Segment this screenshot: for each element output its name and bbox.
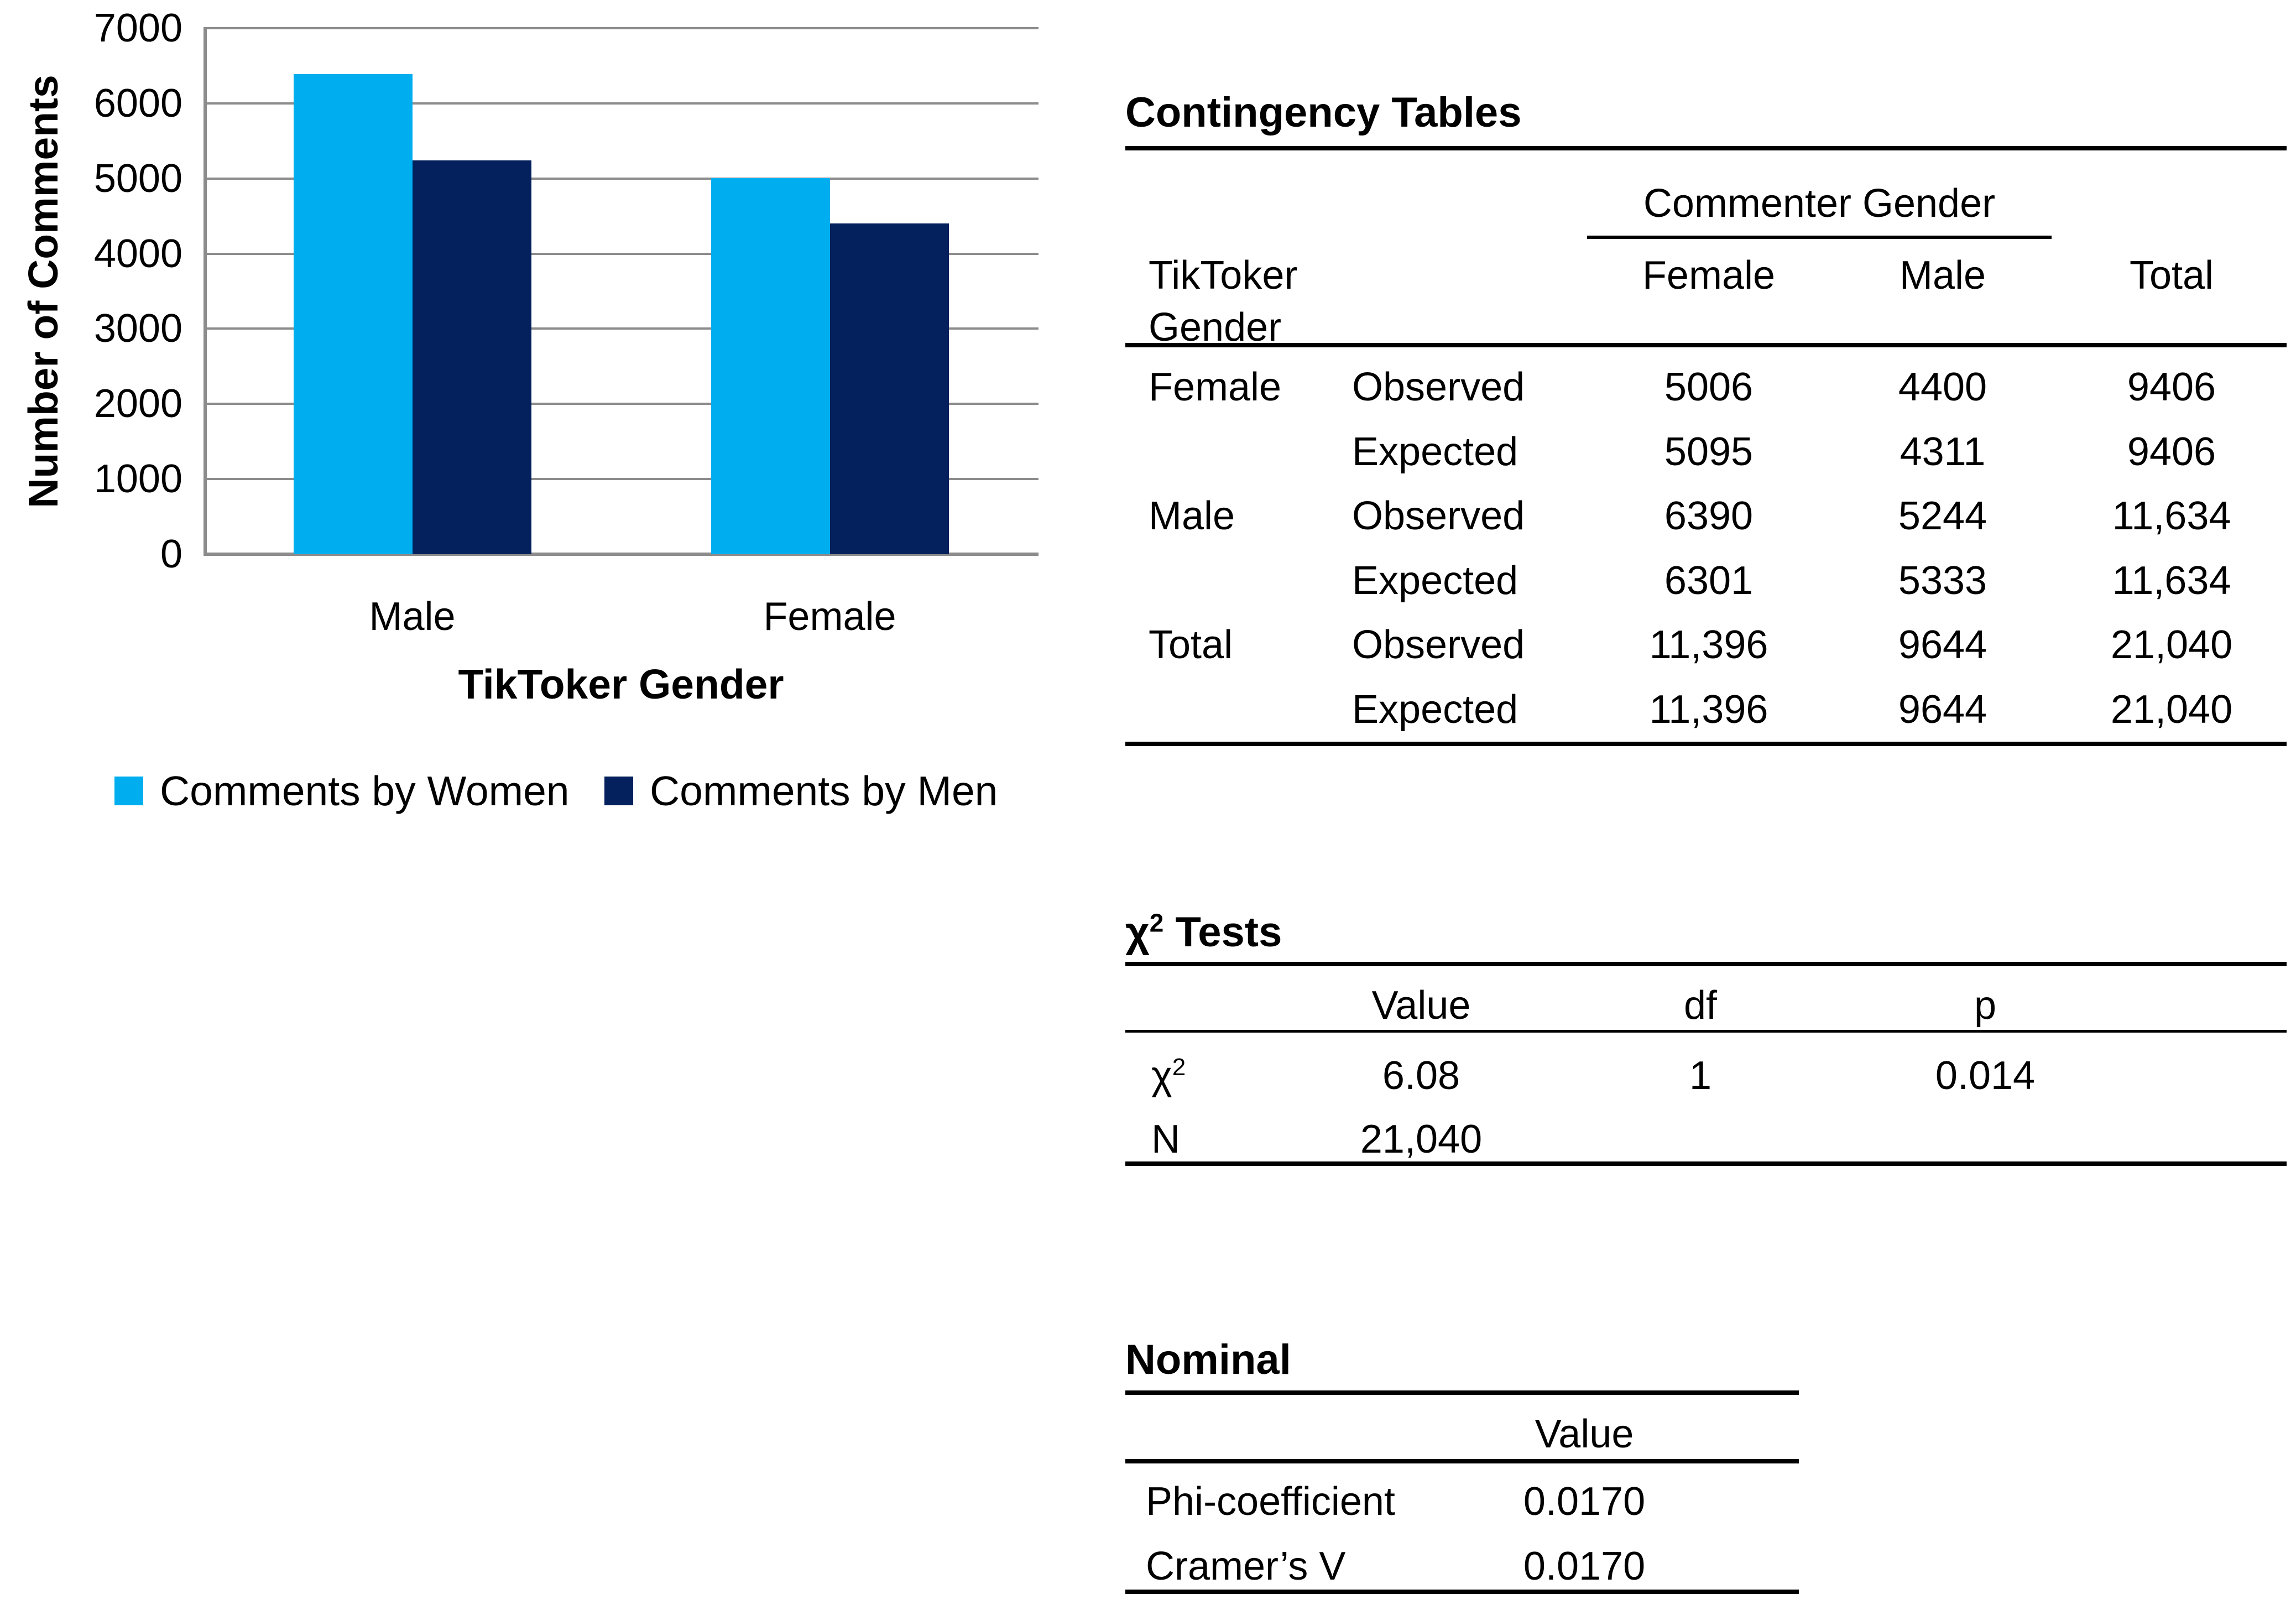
y-tick-label: 5000	[93, 156, 182, 201]
span-header-commenter-gender: Commenter Gender	[1643, 181, 1996, 226]
chi-symbol: χ	[1125, 909, 1150, 956]
legend-label-women: Comments by Women	[160, 768, 570, 814]
gridline	[203, 177, 1039, 180]
bar-male-women	[293, 74, 413, 554]
phi-coefficient-label: Phi-coefficient	[1146, 1479, 1395, 1524]
legend-item-comments-by-women: Comments by Women	[114, 766, 570, 816]
chi-superscript: 2	[1172, 1054, 1186, 1081]
legend-swatch-men-icon	[604, 777, 633, 805]
gridline	[203, 478, 1039, 481]
cell-male: 5244	[1898, 494, 1987, 538]
cell-male: 9644	[1898, 687, 1987, 732]
bar-female-women	[711, 178, 830, 554]
gridline	[203, 403, 1039, 405]
legend-swatch-women-icon	[114, 777, 143, 805]
col-header-value: Value	[1535, 1412, 1634, 1456]
n-row-label: N	[1151, 1117, 1180, 1161]
chi-superscript: 2	[1149, 908, 1164, 937]
col-header-df: df	[1683, 983, 1718, 1028]
row-label: Total	[1149, 623, 1233, 667]
y-tick-label: 7000	[93, 6, 182, 50]
table-rule	[1125, 1390, 1799, 1395]
gridline	[203, 327, 1039, 330]
col-header-p: p	[1974, 983, 1997, 1028]
cramers-v-value: 0.0170	[1523, 1544, 1646, 1588]
phi-coefficient-value: 0.0170	[1523, 1479, 1646, 1524]
row-label: Male	[1149, 494, 1235, 538]
bar-female-men	[829, 223, 949, 554]
x-axis-title: TikToker Gender	[458, 661, 784, 707]
row-label: Female	[1149, 365, 1282, 409]
y-tick-label: 3000	[93, 306, 182, 351]
col-header-male: Male	[1899, 253, 1986, 298]
y-tick-label: 6000	[93, 81, 182, 126]
cell-male: 4311	[1900, 430, 1986, 474]
row-type-label: Expected	[1352, 430, 1519, 474]
legend-label-men: Comments by Men	[650, 768, 998, 814]
y-tick-label: 2000	[93, 382, 182, 426]
cell-female: 11,396	[1649, 623, 1768, 667]
row-type-label: Observed	[1352, 623, 1525, 667]
chi-square-df: 1	[1689, 1054, 1712, 1098]
chi-symbol: χ	[1151, 1054, 1172, 1098]
chi-square-value: 6.08	[1382, 1054, 1460, 1098]
row-header-tiktoker: TikToker	[1149, 253, 1298, 298]
col-header-value: Value	[1371, 983, 1471, 1028]
cell-female: 5095	[1664, 430, 1754, 474]
table-rule	[1125, 962, 2287, 966]
gridline	[203, 102, 1039, 105]
table-rule	[1125, 343, 2287, 347]
table-rule	[1125, 742, 2287, 746]
cell-female: 11,396	[1649, 687, 1768, 732]
chi-square-row-label: χ2	[1151, 1051, 1186, 1101]
cell-total: 11,634	[2112, 494, 2231, 538]
cell-total: 9406	[2127, 430, 2216, 474]
row-type-label: Observed	[1352, 494, 1525, 538]
gridline	[203, 252, 1039, 255]
row-type-label: Observed	[1352, 365, 1525, 409]
cell-total: 21,040	[2110, 623, 2233, 667]
bar-chart: Number of Comments 7000 6000 5000 4000 3000 2…	[0, 0, 1078, 863]
chi-title-rest: Tests	[1163, 909, 1282, 956]
chart-plot-area	[203, 28, 1042, 554]
y-tick-label: 4000	[93, 231, 182, 276]
chi-square-p: 0.014	[1935, 1054, 2036, 1098]
col-header-female: Female	[1642, 253, 1776, 298]
contingency-title: Contingency Tables	[1125, 89, 1522, 136]
x-category-label: Female	[763, 595, 896, 639]
x-category-label: Male	[369, 595, 456, 639]
bar-male-men	[412, 160, 531, 554]
table-rule	[1125, 1161, 2287, 1166]
table-rule	[1125, 1590, 1799, 1594]
chi-square-title: χ2 Tests	[1125, 907, 1282, 958]
cell-male: 9644	[1898, 623, 1987, 667]
row-type-label: Expected	[1352, 687, 1519, 732]
y-tick-label: 1000	[93, 457, 182, 502]
y-tick-label: 0	[160, 532, 182, 576]
row-type-label: Expected	[1352, 559, 1519, 603]
row-header-gender: Gender	[1149, 305, 1282, 350]
cramers-v-label: Cramer’s V	[1146, 1544, 1346, 1588]
table-rule	[1125, 1459, 1799, 1463]
nominal-title: Nominal	[1125, 1336, 1291, 1383]
cell-total: 11,634	[2112, 559, 2231, 603]
col-header-total: Total	[2129, 253, 2214, 298]
cell-total: 9406	[2127, 365, 2216, 409]
gridline	[203, 27, 1039, 29]
cell-female: 5006	[1664, 365, 1754, 409]
legend-item-comments-by-men: Comments by Men	[604, 766, 998, 816]
cell-female: 6301	[1664, 559, 1754, 603]
cell-male: 4400	[1898, 365, 1987, 409]
table-rule	[1125, 146, 2287, 150]
table-rule	[1125, 1030, 2287, 1033]
cell-total: 21,040	[2110, 687, 2233, 732]
gridline	[203, 553, 1039, 556]
cell-male: 5333	[1898, 559, 1987, 603]
span-header-underline	[1587, 236, 2052, 239]
cell-female: 6390	[1664, 494, 1754, 538]
n-value: 21,040	[1360, 1117, 1483, 1161]
